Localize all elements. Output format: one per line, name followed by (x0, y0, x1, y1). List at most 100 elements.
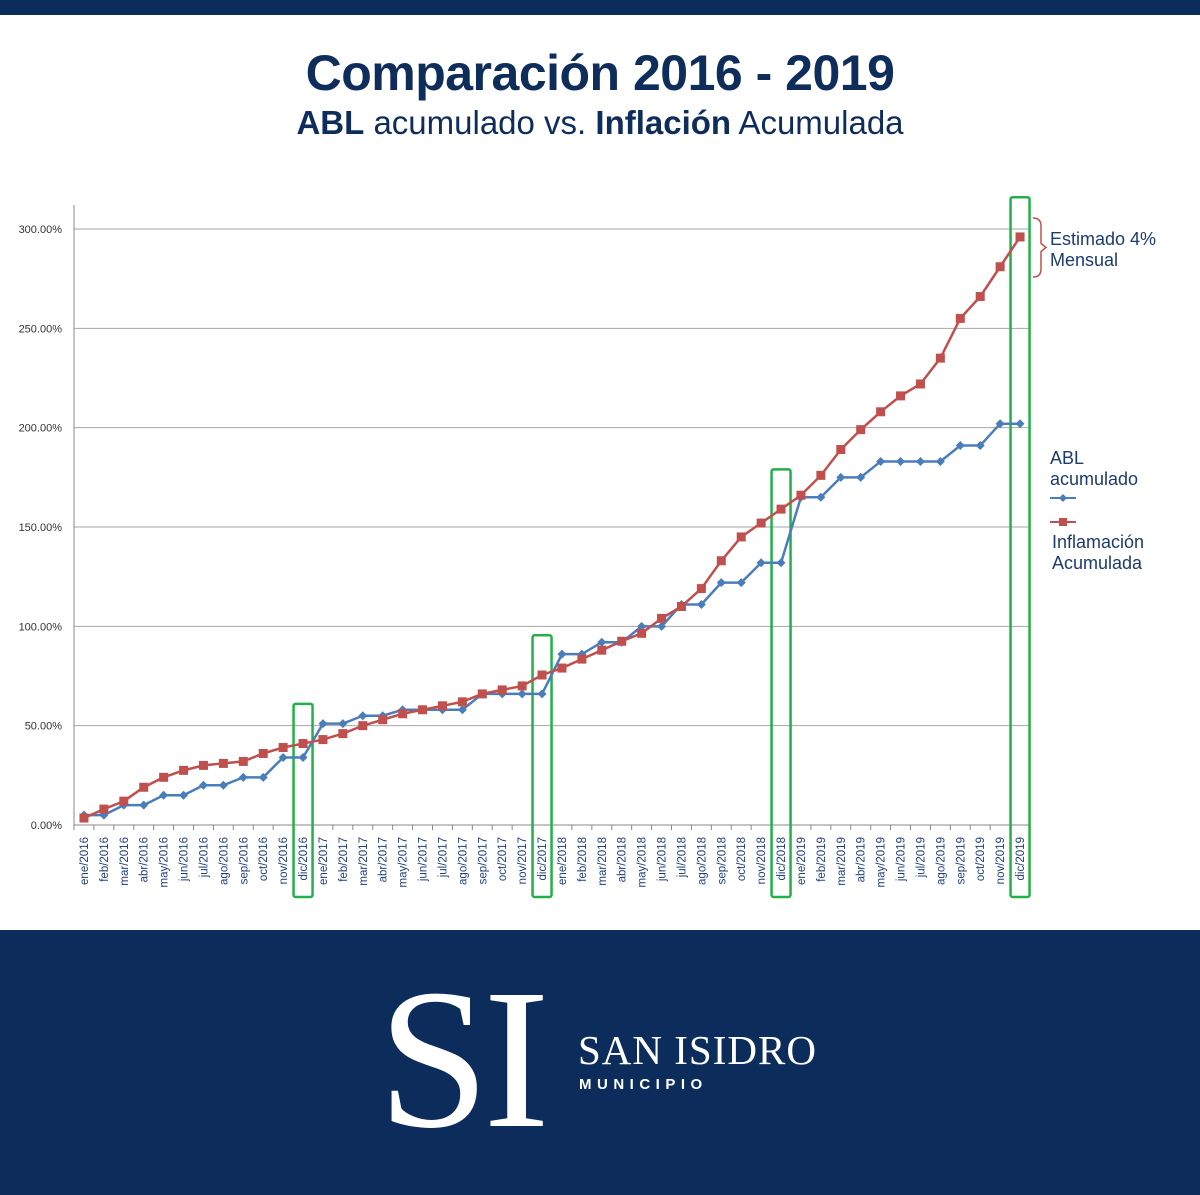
data-point (238, 756, 248, 766)
data-point (856, 472, 866, 482)
x-tick-label: ene/2019 (796, 837, 808, 885)
data-point (159, 790, 169, 800)
y-tick-label: 250.00% (19, 323, 63, 335)
x-tick-label: ago/2016 (218, 837, 230, 885)
x-tick-label: ene/2018 (557, 837, 569, 885)
x-tick-label: sep/2017 (477, 837, 489, 884)
data-point (278, 743, 288, 753)
data-point (776, 558, 786, 568)
data-point (836, 472, 846, 482)
x-tick-label: mar/2016 (119, 837, 131, 886)
data-point (517, 681, 527, 691)
data-point (856, 425, 866, 435)
data-point (637, 628, 647, 638)
subtitle-inflacion: Inflación (595, 104, 732, 141)
x-tick-label: ago/2017 (457, 837, 469, 885)
data-point (418, 705, 428, 715)
y-tick-label: 0.00% (31, 820, 62, 832)
x-tick-label: sep/2016 (238, 837, 250, 884)
x-tick-label: jul/2018 (676, 837, 688, 878)
data-point (338, 729, 348, 739)
data-point (955, 441, 965, 451)
data-point (159, 772, 169, 782)
x-tick-label: abr/2019 (856, 837, 868, 882)
page-subtitle: ABL acumulado vs. Inflación Acumulada (0, 104, 1200, 142)
x-tick-label: nov/2019 (995, 837, 1007, 884)
x-tick-label: jun/2016 (179, 837, 191, 882)
logo-si: SI (378, 949, 550, 1170)
y-tick-label: 150.00% (19, 522, 63, 534)
data-point (119, 796, 129, 806)
data-point (896, 391, 906, 401)
data-point (298, 752, 308, 762)
data-point (816, 470, 826, 480)
highlight-box (292, 702, 314, 899)
data-point (756, 558, 766, 568)
data-point (258, 772, 268, 782)
x-tick-label: feb/2017 (338, 837, 350, 882)
highlight-box (531, 634, 553, 899)
data-point (975, 292, 985, 302)
data-point (975, 441, 985, 451)
footer: SI SAN ISIDRO MUNICIPIO (0, 930, 1200, 1195)
data-point (657, 613, 667, 623)
data-point (218, 780, 228, 790)
data-point (1015, 419, 1025, 429)
data-point (338, 719, 348, 729)
data-point (537, 689, 547, 699)
data-point (139, 782, 149, 792)
data-point (915, 379, 925, 389)
data-point (318, 735, 328, 745)
data-point (935, 353, 945, 363)
data-point (736, 532, 746, 542)
data-point (716, 578, 726, 588)
data-point (935, 456, 945, 466)
x-tick-label: nov/2018 (756, 837, 768, 884)
data-point (776, 504, 786, 514)
data-point (915, 456, 925, 466)
data-point (756, 518, 766, 528)
data-point (99, 804, 109, 814)
x-tick-label: jul/2019 (915, 837, 927, 878)
data-point (398, 709, 408, 719)
data-point (318, 719, 328, 729)
data-point (517, 689, 527, 699)
data-point (457, 697, 467, 707)
x-tick-label: mar/2017 (358, 837, 370, 886)
x-tick-label: ago/2019 (935, 837, 947, 885)
data-point (358, 711, 368, 721)
subtitle-text-1: acumulado vs. (364, 104, 596, 141)
x-tick-label: may/2018 (637, 837, 649, 888)
data-point (477, 689, 487, 699)
page-title: Comparación 2016 - 2019 (305, 45, 895, 101)
legend-abl-line-1: ABL (1050, 448, 1084, 468)
data-point (995, 419, 1005, 429)
x-tick-label: oct/2017 (497, 837, 509, 881)
x-tick-label: sep/2018 (716, 837, 728, 884)
data-point (876, 407, 886, 417)
data-point (876, 456, 886, 466)
y-tick-label: 50.00% (25, 721, 63, 733)
x-tick-label: jun/2018 (657, 837, 669, 882)
data-point (657, 621, 667, 631)
data-point (557, 649, 567, 659)
x-tick-label: dic/2018 (776, 837, 788, 880)
data-point (358, 721, 368, 731)
subtitle-abl: ABL (296, 104, 365, 141)
x-tick-label: dic/2016 (298, 837, 310, 880)
x-tick-label: may/2019 (876, 837, 888, 888)
data-point (617, 636, 627, 646)
data-point (258, 748, 268, 758)
x-tick-label: jul/2017 (437, 837, 449, 878)
subtitle-text-2: Acumulada (731, 104, 904, 141)
logo-subtitle: MUNICIPIO (579, 1076, 708, 1093)
annotation-line-1: Estimado 4% (1050, 229, 1156, 249)
x-tick-label: oct/2018 (736, 837, 748, 881)
data-point (179, 790, 189, 800)
y-tick-label: 200.00% (19, 423, 63, 435)
data-point (238, 772, 248, 782)
x-tick-label: mar/2019 (836, 837, 848, 886)
x-tick-label: jun/2017 (418, 837, 430, 882)
x-tick-label: mar/2018 (597, 837, 609, 886)
line-chart: 0.00% 50.00% 100.00% 150.00% 200.00% 250.00% 3… (19, 195, 1156, 899)
